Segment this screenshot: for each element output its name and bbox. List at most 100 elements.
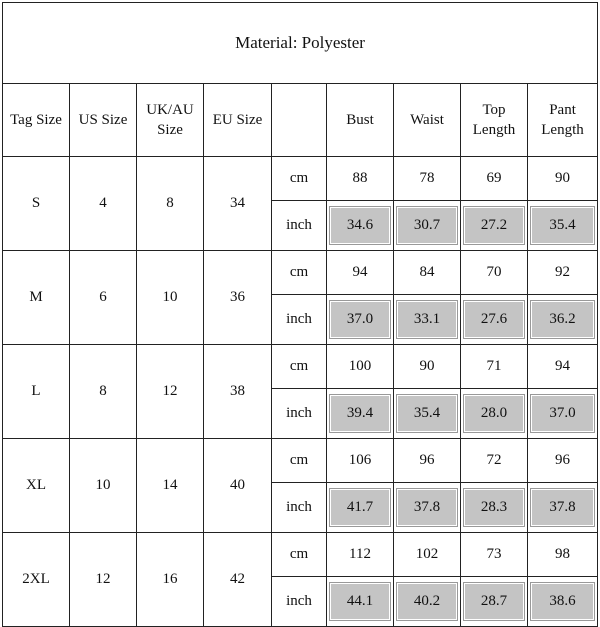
column-header: Top Length (460, 83, 528, 157)
table-title: Material: Polyester (1, 2, 599, 84)
column-header: US Size (69, 83, 137, 157)
waist-cm-cell: 90 (393, 344, 461, 389)
unit-cm-cell: cm (271, 156, 327, 201)
table-row: inch 34.6 30.7 27.2 35.4 (3, 200, 599, 251)
value-text: 33.1 (396, 300, 458, 339)
value-text: 34.6 (329, 206, 391, 245)
table-row: M 6 10 36 cm 94 84 70 92 (2, 250, 599, 345)
value-text: 28.7 (463, 582, 525, 621)
value-text: 44.1 (329, 582, 391, 621)
top-length-cm-cell: 73 (460, 532, 528, 577)
tag-size-cell: M (2, 250, 70, 345)
column-header: Tag Size (2, 83, 70, 157)
table-row: S 4 8 34 cm 88 78 69 90 (2, 156, 599, 251)
column-header: UK/AU Size (136, 83, 204, 157)
value-text: 37.8 (529, 488, 596, 527)
table-row: XL 10 14 40 cm 106 96 72 96 (2, 438, 599, 533)
tag-size-cell: L (2, 344, 70, 439)
eu-size-cell: 38 (203, 344, 272, 439)
waist-inch-cell: 37.8 (393, 482, 461, 533)
table-row: inch 37.0 33.1 27.6 36.2 (3, 294, 599, 345)
bust-inch-cell: 41.7 (326, 482, 394, 533)
unit-cm-cell: cm (271, 344, 327, 389)
waist-inch-cell: 33.1 (393, 294, 461, 345)
value-text: 39.4 (329, 394, 391, 433)
value-text: 41.7 (329, 488, 391, 527)
unit-inch-cell: inch (271, 200, 327, 251)
us-size-cell: 8 (69, 344, 137, 439)
top-length-inch-cell: 28.7 (460, 576, 528, 627)
unit-cm-cell: cm (271, 438, 327, 483)
value-text: 27.6 (463, 300, 525, 339)
waist-inch-cell: 30.7 (393, 200, 461, 251)
table-row: inch 39.4 35.4 28.0 37.0 (3, 388, 599, 439)
table-row: inch 41.7 37.8 28.3 37.8 (3, 482, 599, 533)
us-size-cell: 6 (69, 250, 137, 345)
table-row: 2XL 12 16 42 cm 112 102 73 98 (2, 532, 599, 627)
column-header: Bust (326, 83, 394, 157)
uk-au-size-cell: 14 (136, 438, 204, 533)
top-length-inch-cell: 27.6 (460, 294, 528, 345)
uk-au-size-cell: 8 (136, 156, 204, 251)
bust-cm-cell: 94 (326, 250, 394, 295)
eu-size-cell: 36 (203, 250, 272, 345)
waist-inch-cell: 40.2 (393, 576, 461, 627)
waist-cm-cell: 84 (393, 250, 461, 295)
uk-au-size-cell: 16 (136, 532, 204, 627)
unit-inch-cell: inch (271, 294, 327, 345)
waist-cm-cell: 102 (393, 532, 461, 577)
value-text: 36.2 (529, 300, 596, 339)
top-length-inch-cell: 28.0 (460, 388, 528, 439)
bust-inch-cell: 37.0 (326, 294, 394, 345)
bust-cm-cell: 112 (326, 532, 394, 577)
pant-length-inch-cell: 38.6 (526, 576, 599, 627)
unit-inch-cell: inch (271, 482, 327, 533)
value-text: 27.2 (463, 206, 525, 245)
value-text: 35.4 (529, 206, 596, 245)
waist-inch-cell: 35.4 (393, 388, 461, 439)
pant-length-cm-cell: 98 (526, 532, 599, 577)
waist-cm-cell: 96 (393, 438, 461, 483)
table-row: L 8 12 38 cm 100 90 71 94 (2, 344, 599, 439)
tag-size-cell: S (2, 156, 70, 251)
us-size-cell: 12 (69, 532, 137, 627)
top-length-cm-cell: 72 (460, 438, 528, 483)
pant-length-cm-cell: 94 (526, 344, 599, 389)
value-text: 37.0 (529, 394, 596, 433)
column-header: Pant Length (526, 83, 599, 157)
top-length-inch-cell: 27.2 (460, 200, 528, 251)
us-size-cell: 10 (69, 438, 137, 533)
bust-cm-cell: 88 (326, 156, 394, 201)
value-text: 38.6 (529, 582, 596, 621)
value-text: 28.3 (463, 488, 525, 527)
pant-length-cm-cell: 92 (526, 250, 599, 295)
pant-length-inch-cell: 35.4 (526, 200, 599, 251)
tag-size-cell: XL (2, 438, 70, 533)
column-header (271, 83, 327, 157)
top-length-inch-cell: 28.3 (460, 482, 528, 533)
bust-inch-cell: 34.6 (326, 200, 394, 251)
value-text: 30.7 (396, 206, 458, 245)
value-text: 35.4 (396, 394, 458, 433)
unit-cm-cell: cm (271, 532, 327, 577)
pant-length-cm-cell: 90 (526, 156, 599, 201)
top-length-cm-cell: 69 (460, 156, 528, 201)
pant-length-inch-cell: 37.8 (526, 482, 599, 533)
us-size-cell: 4 (69, 156, 137, 251)
uk-au-size-cell: 10 (136, 250, 204, 345)
bust-inch-cell: 39.4 (326, 388, 394, 439)
eu-size-cell: 42 (203, 532, 272, 627)
value-text: 37.0 (329, 300, 391, 339)
tag-size-cell: 2XL (2, 532, 70, 627)
column-header: EU Size (203, 83, 272, 157)
column-header: Waist (393, 83, 461, 157)
pant-length-inch-cell: 36.2 (526, 294, 599, 345)
eu-size-cell: 34 (203, 156, 272, 251)
value-text: 28.0 (463, 394, 525, 433)
value-text: 37.8 (396, 488, 458, 527)
eu-size-cell: 40 (203, 438, 272, 533)
unit-inch-cell: inch (271, 388, 327, 439)
bust-cm-cell: 100 (326, 344, 394, 389)
pant-length-inch-cell: 37.0 (526, 388, 599, 439)
